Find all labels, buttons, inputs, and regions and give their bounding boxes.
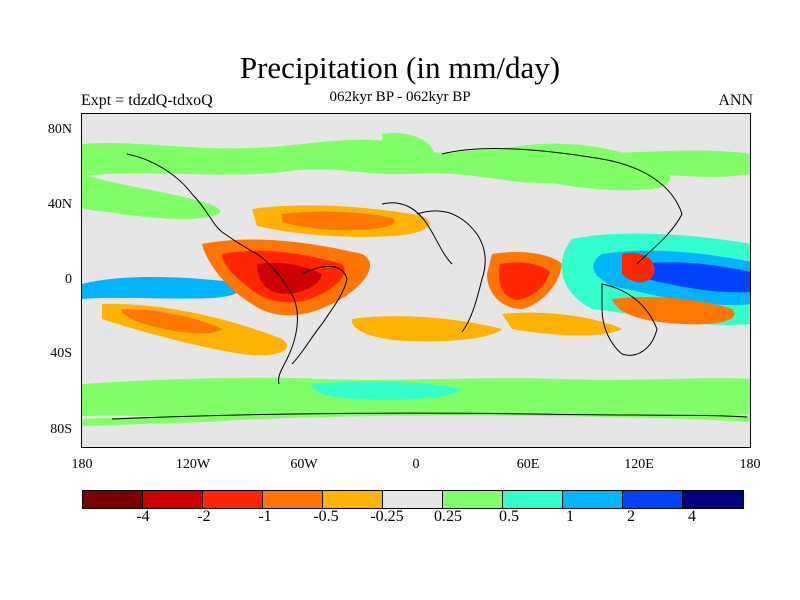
colorbar-label: 0.25 (434, 508, 462, 525)
plot-subtitle: 062kyr BP - 062kyr BP (329, 89, 471, 105)
colorbar-label: -1 (258, 508, 272, 525)
region-south-atlantic-orange (351, 316, 502, 342)
colorbar-swatch (623, 491, 683, 508)
colorbar-label: -2 (197, 508, 211, 525)
region-africa-core (498, 262, 550, 300)
lon-tick-0: 0 (412, 457, 420, 472)
region-north-atlantic-green (382, 133, 434, 169)
lon-tick-60w: 60W (290, 457, 318, 472)
region-south-pacific-red (121, 309, 222, 334)
coastlines (111, 148, 748, 420)
colorbar-label: -0.25 (370, 508, 404, 525)
region-southern-ocean-teal (311, 381, 462, 400)
colorbar (82, 490, 744, 509)
lat-tick-40n: 40N (47, 197, 72, 212)
colorbar-swatch (503, 491, 563, 508)
colorbar-swatch (143, 491, 203, 508)
region-siberia-green (502, 143, 671, 191)
experiment-label: Expt = tdzdQ-tdxoQ (81, 92, 213, 109)
colorbar-swatch (683, 491, 743, 508)
lon-tick-120w: 120W (175, 457, 211, 472)
colorbar-swatch (203, 491, 263, 508)
lat-tick-0: 0 (65, 272, 72, 287)
colorbar-swatch (83, 491, 143, 508)
region-equatorial-pacific-core (642, 262, 750, 293)
colorbar-swatch (323, 491, 383, 508)
colorbar-label: 0.5 (499, 508, 519, 525)
colorbar-swatch (563, 491, 623, 508)
region-antarctica (82, 415, 750, 447)
colorbar-swatch (443, 491, 503, 508)
region-amazon-core (257, 262, 322, 294)
lat-tick-80n: 80N (47, 122, 72, 137)
region-maritime-continent (622, 252, 655, 283)
lat-tick-40s: 40S (50, 346, 72, 361)
lon-tick-180w: 180 (71, 457, 93, 472)
lon-tick-180e: 180 (739, 457, 761, 472)
colorbar-label: 2 (627, 508, 635, 525)
colorbar-label: 4 (688, 508, 696, 525)
region-north-atlantic-core (282, 211, 395, 231)
lon-tick-60e: 60E (516, 457, 540, 472)
season-label: ANN (718, 92, 753, 109)
lon-tick-120e: 120E (624, 457, 654, 472)
map-canvas (82, 133, 750, 447)
region-south-indian-orange (502, 312, 622, 336)
lat-tick-80s: 80S (50, 422, 72, 437)
colorbar-label: -0.5 (313, 508, 339, 525)
plot-title: Precipitation (in mm/day) (239, 50, 561, 85)
precipitation-map (81, 113, 751, 448)
region-north-pacific-green (82, 174, 221, 219)
region-east-pacific-blue (82, 277, 243, 299)
colorbar-label: 1 (566, 508, 574, 525)
colorbar-swatch (383, 491, 443, 508)
colorbar-swatch (263, 491, 323, 508)
region-north-australia (612, 297, 735, 325)
colorbar-label: -4 (136, 508, 150, 525)
